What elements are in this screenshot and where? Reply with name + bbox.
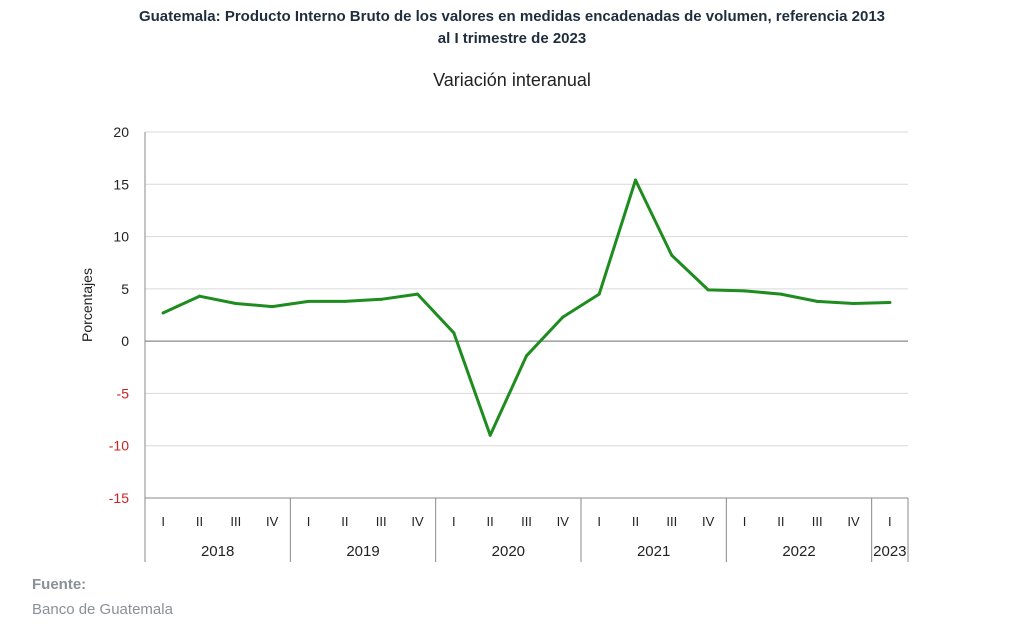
x-tick-label: III xyxy=(812,514,823,529)
data-point xyxy=(416,292,419,296)
y-tick-label: 5 xyxy=(121,281,129,297)
x-tick-label: I xyxy=(161,514,165,529)
y-tick-label: 10 xyxy=(113,229,129,245)
data-point xyxy=(488,433,492,437)
x-tick-label: IV xyxy=(702,514,715,529)
data-point xyxy=(307,299,310,303)
chart-subtitle: Variación interanual xyxy=(433,70,591,90)
x-tick-label: IV xyxy=(266,514,279,529)
data-point xyxy=(779,292,783,296)
x-tick-label: II xyxy=(777,514,784,529)
x-tick-label: IV xyxy=(411,514,424,529)
data-point xyxy=(270,305,274,309)
x-tick-label: IV xyxy=(847,514,860,529)
x-tick-label: II xyxy=(487,514,494,529)
y-tick-label: -5 xyxy=(117,385,130,401)
year-label: 2021 xyxy=(637,543,670,560)
year-label: 2023 xyxy=(873,543,906,560)
source-label: Fuente: xyxy=(32,576,87,593)
x-tick-label: I xyxy=(743,514,747,529)
x-tick-label: III xyxy=(376,514,387,529)
x-tick-label: I xyxy=(307,514,311,529)
year-label: 2020 xyxy=(492,543,525,560)
data-point xyxy=(198,294,201,298)
data-point xyxy=(561,315,565,319)
year-label: 2018 xyxy=(201,543,234,560)
data-point xyxy=(815,299,819,303)
x-tick-label: III xyxy=(230,514,241,529)
x-tick-label: I xyxy=(597,514,601,529)
x-tick-label: III xyxy=(521,514,532,529)
chart-title-line-2: al I trimestre de 2023 xyxy=(437,30,587,47)
data-point xyxy=(343,299,347,303)
source-value: Banco de Guatemala xyxy=(32,601,173,618)
x-tick-label: II xyxy=(632,514,639,529)
data-point xyxy=(452,331,456,335)
data-point xyxy=(161,311,165,315)
x-tick-label: I xyxy=(888,514,892,529)
data-point xyxy=(525,354,528,358)
year-label: 2022 xyxy=(782,543,815,560)
data-point xyxy=(379,297,383,301)
year-label: 2019 xyxy=(346,543,379,560)
y-tick-label: 0 xyxy=(121,333,129,349)
data-point xyxy=(743,289,746,293)
y-tick-label: -15 xyxy=(109,490,129,506)
data-point xyxy=(852,301,855,305)
x-tick-label: III xyxy=(666,514,677,529)
y-tick-label: 20 xyxy=(113,124,129,140)
data-point xyxy=(670,253,674,257)
y-tick-label: 15 xyxy=(113,176,129,192)
x-tick-label: II xyxy=(341,514,348,529)
y-axis-label: Porcentajes xyxy=(79,268,95,342)
y-tick-label: -10 xyxy=(109,438,129,454)
x-tick-label: I xyxy=(452,514,456,529)
chart-title-line-1: Guatemala: Producto Interno Bruto de los… xyxy=(138,8,886,25)
data-point xyxy=(706,288,710,292)
x-tick-label: IV xyxy=(557,514,570,529)
x-tick-label: II xyxy=(196,514,203,529)
data-point xyxy=(888,300,892,304)
chart-title: Guatemala: Producto Interno Bruto de los… xyxy=(20,6,1004,50)
data-point xyxy=(597,292,601,296)
data-point xyxy=(234,301,238,305)
data-point xyxy=(634,178,637,182)
